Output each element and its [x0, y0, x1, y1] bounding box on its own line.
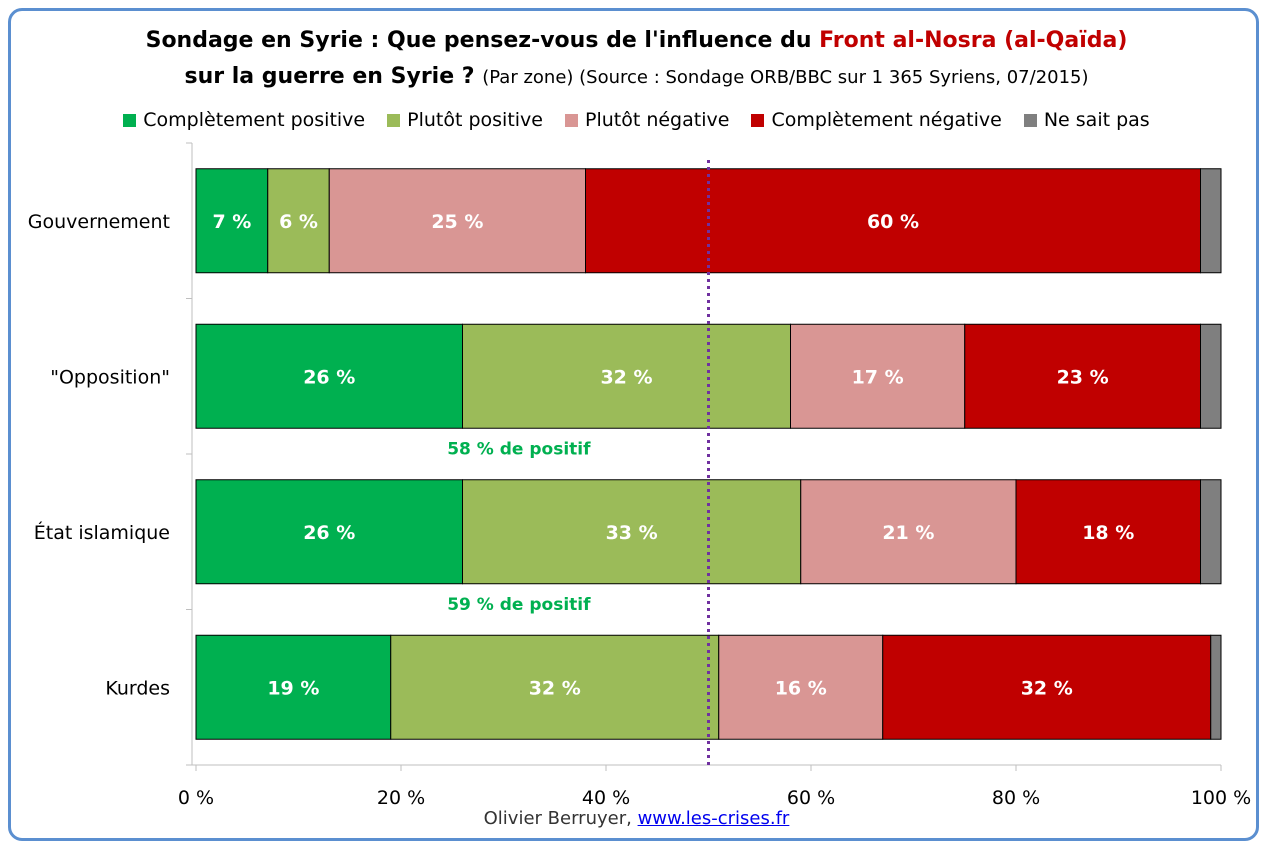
x-tick-label: 60 %	[787, 787, 835, 809]
data-label: 19 %	[267, 677, 319, 699]
legend-label: Complètement négative	[771, 109, 1002, 131]
category-label: Gouvernement	[28, 211, 170, 233]
category-label: État islamique	[34, 521, 170, 544]
bar-segment-completement-negative	[964, 323, 1201, 429]
footer: Olivier Berruyer, www.les-crises.fr	[0, 808, 1273, 829]
footer-author: Olivier Berruyer,	[483, 808, 632, 829]
bar-segment-plutot-negative	[790, 323, 966, 429]
bar-segment-plutot-positive	[267, 168, 330, 274]
data-label: 32 %	[600, 366, 652, 388]
data-label: 6 %	[279, 211, 318, 233]
legend-label: Plutôt positive	[407, 109, 543, 131]
legend-swatch	[1023, 113, 1037, 127]
title-main: sur la guerre en Syrie ?	[184, 64, 475, 89]
data-label: 26 %	[303, 366, 355, 388]
bar-segment-plutot-positive	[390, 634, 720, 740]
legend-label: Ne sait pas	[1043, 109, 1150, 131]
bar-segment-completement-positive	[195, 323, 463, 429]
title-subtitle: (Par zone) (Source : Sondage ORB/BBC sur…	[482, 67, 1089, 88]
bar-segment-plutot-positive	[462, 479, 802, 585]
category-label: "Opposition"	[50, 366, 170, 388]
legend-swatch	[751, 113, 765, 127]
chart-title-line2: sur la guerre en Syrie ? (Par zone) (Sou…	[0, 64, 1273, 89]
bar-segment-completement-positive	[195, 479, 463, 585]
data-label: 60 %	[867, 211, 919, 233]
bar-segment-completement-negative	[1015, 479, 1201, 585]
legend-item-ne-sait-pas: Ne sait pas	[1023, 109, 1150, 131]
x-tick-label: 40 %	[582, 787, 630, 809]
bar-segment-plutot-negative	[800, 479, 1017, 585]
footer-link[interactable]: www.les-crises.fr	[637, 808, 790, 829]
data-label: 33 %	[606, 522, 658, 544]
bar-segment-completement-negative	[585, 168, 1201, 274]
legend-swatch	[564, 113, 578, 127]
chart-title-line1: Sondage en Syrie : Que pensez-vous de l'…	[0, 28, 1273, 53]
data-label: 26 %	[303, 522, 355, 544]
title-highlight: Front al-Nosra (al-Qaïda)	[819, 28, 1128, 53]
x-tick-label: 0 %	[178, 787, 214, 809]
category-label: Kurdes	[105, 677, 170, 699]
bar-segment-plutot-negative	[328, 168, 586, 274]
annotation-positive: 58 % de positif	[447, 439, 591, 459]
chart-legend: Complètement positive Plutôt positive Plut…	[0, 109, 1273, 131]
legend-item-plutot-negative: Plutôt négative	[564, 109, 730, 131]
data-label: 32 %	[1021, 677, 1073, 699]
bar-segment-ne-sait-pas	[1210, 634, 1222, 740]
bar-segment-plutot-positive	[462, 323, 791, 429]
legend-label: Plutôt négative	[584, 109, 730, 131]
bar-segment-ne-sait-pas	[1200, 479, 1222, 585]
x-tick-label: 20 %	[377, 787, 425, 809]
legend-item-completement-negative: Complètement négative	[751, 109, 1002, 131]
bar-segment-plutot-negative	[718, 634, 884, 740]
data-label: 7 %	[212, 211, 251, 233]
data-label: 23 %	[1057, 366, 1109, 388]
x-tick-label: 80 %	[992, 787, 1040, 809]
bar-segment-ne-sait-pas	[1200, 168, 1222, 274]
data-label: 16 %	[775, 677, 827, 699]
data-label: 25 %	[431, 211, 483, 233]
legend-swatch	[123, 113, 137, 127]
bar-segment-completement-positive	[195, 634, 392, 740]
data-label: 21 %	[882, 522, 934, 544]
data-label: 17 %	[852, 366, 904, 388]
annotation-positive: 59 % de positif	[447, 595, 591, 615]
legend-item-plutot-positive: Plutôt positive	[387, 109, 543, 131]
bar-segment-completement-positive	[195, 168, 269, 274]
legend-label: Complètement positive	[143, 109, 366, 131]
bar-segment-ne-sait-pas	[1200, 323, 1222, 429]
data-label: 32 %	[529, 677, 581, 699]
bar-segment-completement-negative	[882, 634, 1212, 740]
x-tick-label: 100 %	[1191, 787, 1251, 809]
data-label: 18 %	[1082, 522, 1134, 544]
legend-swatch	[387, 113, 401, 127]
title-prefix: Sondage en Syrie : Que pensez-vous de l'…	[145, 28, 812, 53]
legend-item-completement-positive: Complètement positive	[123, 109, 365, 131]
